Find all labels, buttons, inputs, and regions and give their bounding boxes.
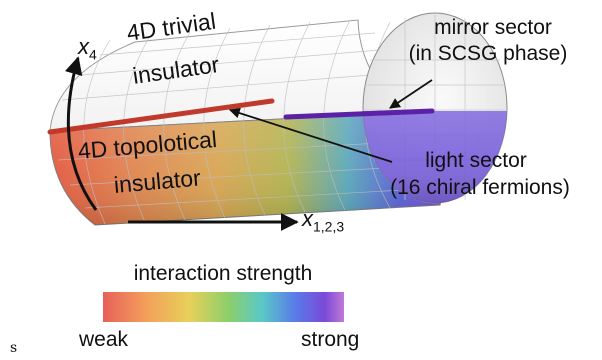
- corner-mark: s: [10, 340, 18, 356]
- legend-low-label: weak: [79, 328, 129, 351]
- curved-arrow-icon: [64, 56, 98, 211]
- mirror-sector-label-line1: mirror sector: [434, 16, 552, 39]
- legend-gradient-bar: [103, 292, 344, 322]
- surface-shading: [50, 111, 447, 225]
- x4-axis-label: x4: [78, 34, 97, 63]
- legend-high-label: strong: [301, 328, 360, 351]
- light-pointer-arrow: [228, 107, 393, 163]
- mirror-sector-line: [283, 108, 435, 120]
- x123-axis-label: x1,2,3: [302, 206, 345, 235]
- mirror-sector-label-line2: (in SCSG phase): [408, 42, 568, 65]
- mirror-pointer-arrow: [389, 79, 433, 109]
- light-sector-line: [47, 98, 275, 135]
- legend-title: interaction strength: [133, 262, 313, 285]
- light-sector-label-line1: light sector: [425, 149, 527, 172]
- light-sector-label-line2: (16 chiral fermions): [390, 176, 570, 199]
